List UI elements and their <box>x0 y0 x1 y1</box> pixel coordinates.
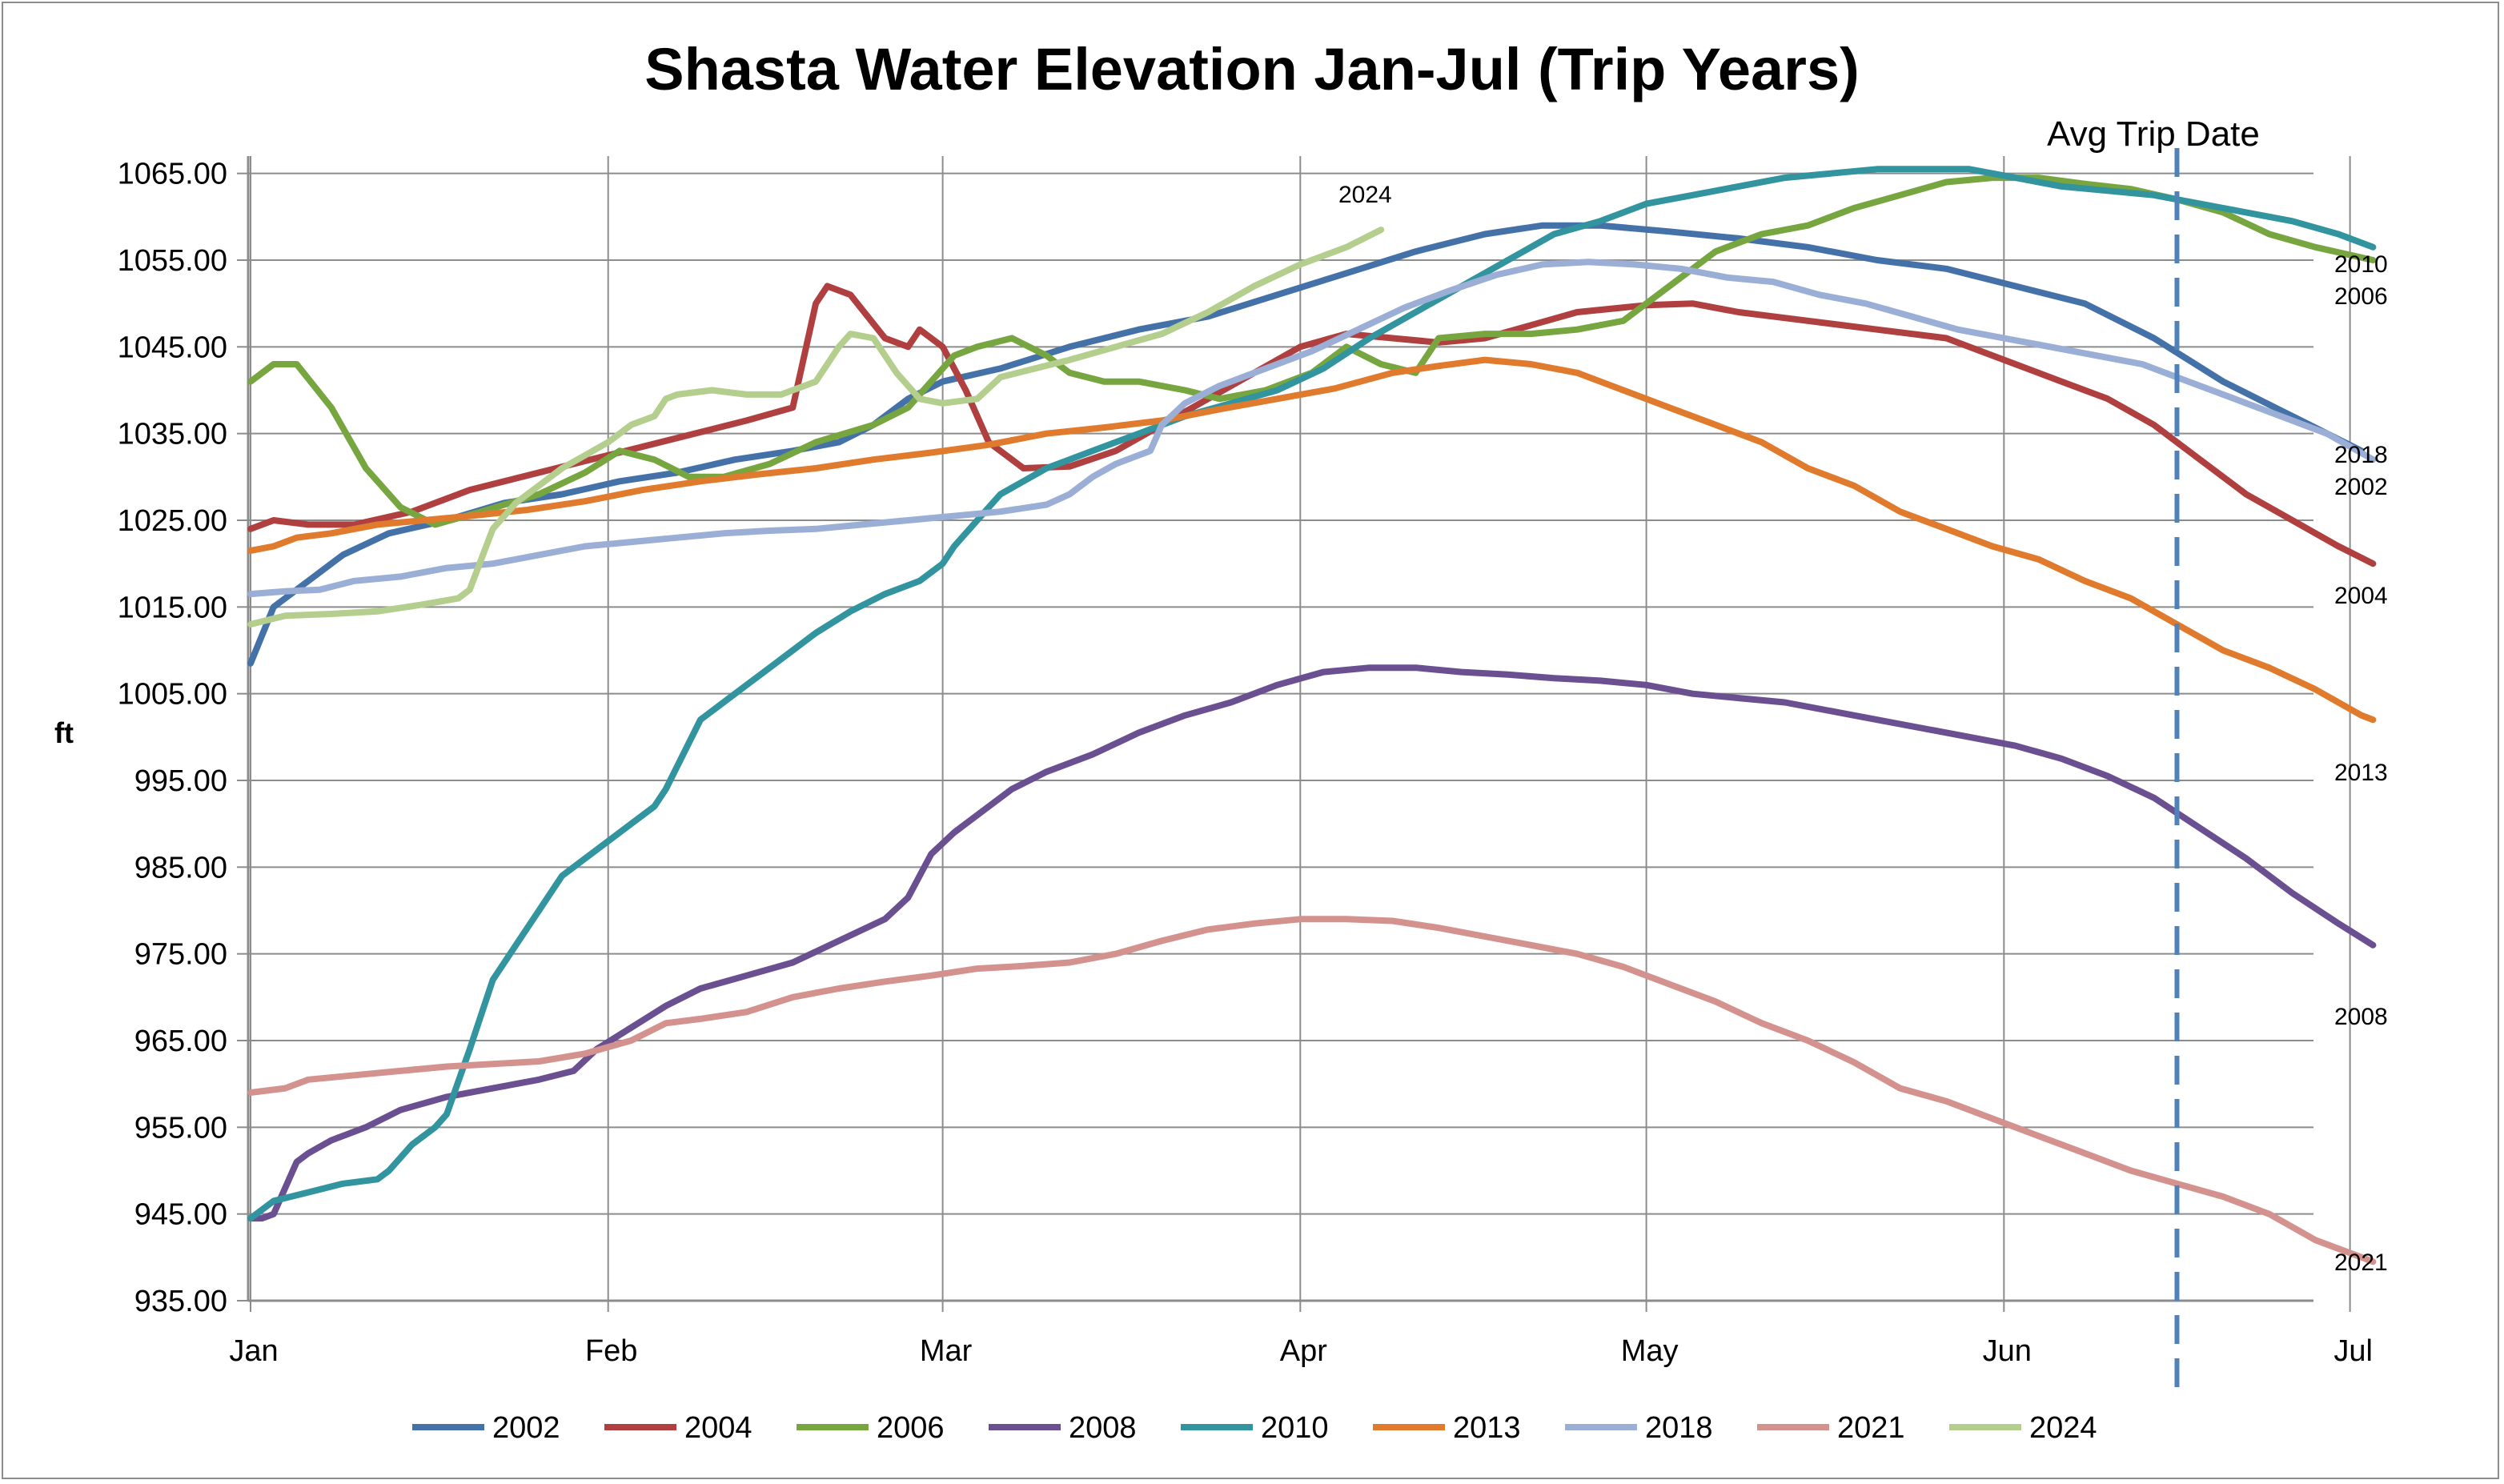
series-line-2010 <box>247 166 2377 1222</box>
y-tick-label: 945.00 <box>134 1198 227 1232</box>
series-end-label-2018: 2018 <box>2334 442 2388 468</box>
series-end-label-2004: 2004 <box>2334 583 2388 609</box>
y-tick-label: 995.00 <box>134 764 227 798</box>
y-tick-label: 935.00 <box>134 1285 227 1318</box>
y-tick-label: 985.00 <box>134 851 227 884</box>
x-tick-label: Apr <box>1280 1334 1327 1368</box>
grid <box>248 156 2351 1302</box>
y-tick-label: 1055.00 <box>118 244 227 278</box>
x-tick-label: Mar <box>920 1334 973 1368</box>
legend-label-2008: 2008 <box>1069 1411 1137 1445</box>
y-tick-label: 1015.00 <box>118 591 227 624</box>
legend-label-2010: 2010 <box>1261 1411 1329 1445</box>
y-tick-label: 1035.00 <box>118 418 227 451</box>
legend-label-2024: 2024 <box>2029 1411 2097 1445</box>
series-end-label-2013: 2013 <box>2334 760 2388 786</box>
series-end-label-2006: 2006 <box>2334 283 2388 310</box>
legend-label-2002: 2002 <box>492 1411 560 1445</box>
series-end-label-2002: 2002 <box>2334 474 2388 500</box>
y-tick-label: 965.00 <box>134 1025 227 1058</box>
x-tick-label: Jun <box>1983 1334 2032 1368</box>
series-end-labels: 2002 2004 2006 2008 2010 2013 2018 2021 2024 <box>1338 182 2388 1276</box>
legend-label-2021: 2021 <box>1837 1411 1905 1445</box>
x-tick-label: Feb <box>585 1334 637 1368</box>
y-tick-label: 1005.00 <box>118 678 227 712</box>
series-end-label-2010: 2010 <box>2334 251 2388 278</box>
legend-label-2004: 2004 <box>684 1411 752 1445</box>
series-line-2013 <box>247 356 2377 724</box>
series-end-label-2008: 2008 <box>2334 1004 2388 1030</box>
legend-label-2006: 2006 <box>877 1411 945 1445</box>
y-tick-label: 1065.00 <box>118 158 227 191</box>
y-axis-label: ft <box>54 716 74 749</box>
series-line-2018 <box>247 259 2377 598</box>
series-line-2008 <box>247 664 2377 1222</box>
series-end-label-2024: 2024 <box>1338 182 1392 208</box>
avg-trip-date-label: Avg Trip Date <box>2047 114 2260 154</box>
y-tick-label: 1025.00 <box>118 504 227 538</box>
x-tick-label: May <box>1621 1334 1679 1368</box>
y-tick-label: 955.00 <box>134 1111 227 1145</box>
annotations: Avg Trip Date <box>2047 114 2260 1393</box>
legend-label-2018: 2018 <box>1645 1411 1713 1445</box>
y-tick-label: 1045.00 <box>118 331 227 364</box>
series-line-2024 <box>247 227 1385 628</box>
legend: 2002 2004 2006 2008 2010 2013 2018 2021 2024 <box>412 1411 2097 1445</box>
x-tick-label: Jan <box>229 1334 278 1368</box>
axes: 935.00 945.00 955.00 965.00 975.00 985.00 995.… <box>118 156 2373 1368</box>
series-line-2021 <box>247 916 2377 1265</box>
series-lines <box>247 166 2377 1265</box>
series-line-2004 <box>247 283 2377 568</box>
x-tick-label: Jul <box>2333 1334 2373 1368</box>
series-end-label-2021: 2021 <box>2334 1249 2388 1276</box>
legend-label-2013: 2013 <box>1453 1411 1521 1445</box>
chart-title: Shasta Water Elevation Jan-Jul (Trip Yea… <box>644 36 1860 102</box>
y-tick-label: 975.00 <box>134 938 227 972</box>
series-line-2002 <box>247 222 2365 667</box>
